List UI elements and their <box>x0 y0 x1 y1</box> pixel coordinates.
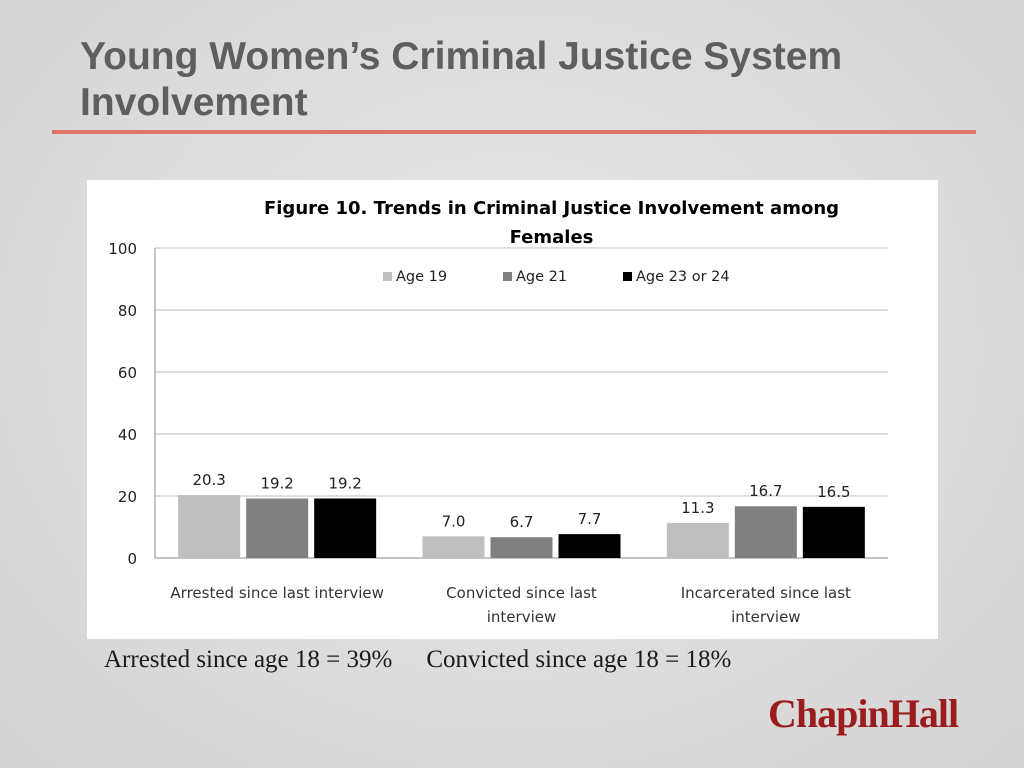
bar-3-age-23-or-24 <box>802 506 865 558</box>
bar-2-age-23-or-24 <box>558 534 621 558</box>
footnote-convicted: Convicted since age 18 = 18% <box>426 646 732 673</box>
data-label-1-1: 20.3 <box>192 471 225 489</box>
data-label-3-3: 16.5 <box>817 483 850 501</box>
legend-label-1: Age 19 <box>396 269 447 285</box>
data-label-3-1: 11.3 <box>681 499 714 517</box>
legend-swatch-1 <box>383 272 392 281</box>
bar-2-age-21 <box>490 537 553 558</box>
slide-title-line-2: Involvement <box>80 81 308 124</box>
slide-title-line-1: Young Women’s Criminal Justice System <box>80 35 843 78</box>
category-label-2-line-1: Convicted since last <box>446 584 597 602</box>
bar-1-age-21 <box>246 498 309 558</box>
bar-chart: Figure 10. Trends in Criminal Justice In… <box>108 198 888 626</box>
chapin-hall-logo: ChapinHall <box>768 691 959 736</box>
legend-label-3: Age 23 or 24 <box>636 269 730 285</box>
category-label-3-line-1: Incarcerated since last <box>681 584 851 602</box>
title-rule <box>52 130 976 134</box>
footnote-arrested: Arrested since age 18 = 39% <box>104 646 393 673</box>
bar-1-age-19 <box>178 495 241 558</box>
bar-2-age-19 <box>422 536 485 558</box>
bar-3-age-19 <box>666 522 729 558</box>
chart-title-line-1: Figure 10. Trends in Criminal Justice In… <box>264 198 839 219</box>
chart-title-line-2: Females <box>510 227 594 248</box>
legend-swatch-2 <box>503 272 512 281</box>
data-label-1-3: 19.2 <box>328 474 361 492</box>
category-label-2-line-2: interview <box>487 608 557 626</box>
category-label-1-line-1: Arrested since last interview <box>170 584 384 602</box>
data-label-2-3: 7.7 <box>578 510 602 528</box>
data-label-1-2: 19.2 <box>260 474 293 492</box>
y-tick-label-40: 40 <box>118 426 137 444</box>
data-label-2-2: 6.7 <box>510 513 534 531</box>
y-tick-label-0: 0 <box>127 550 137 568</box>
data-label-2-1: 7.0 <box>442 512 466 530</box>
category-label-3-line-2: interview <box>731 608 801 626</box>
y-tick-label-80: 80 <box>118 302 137 320</box>
y-tick-label-60: 60 <box>118 364 137 382</box>
bar-1-age-23-or-24 <box>314 498 377 558</box>
footnote: Arrested since age 18 = 39% Convicted sin… <box>104 646 731 674</box>
bar-3-age-21 <box>734 506 797 558</box>
y-tick-label-100: 100 <box>108 240 137 258</box>
data-label-3-2: 16.7 <box>749 482 782 500</box>
chart-panel: Figure 10. Trends in Criminal Justice In… <box>87 180 938 639</box>
y-tick-label-20: 20 <box>118 488 137 506</box>
legend-swatch-3 <box>623 272 632 281</box>
slide-title: Young Women’s Criminal Justice System In… <box>80 34 980 126</box>
legend-label-2: Age 21 <box>516 269 567 285</box>
